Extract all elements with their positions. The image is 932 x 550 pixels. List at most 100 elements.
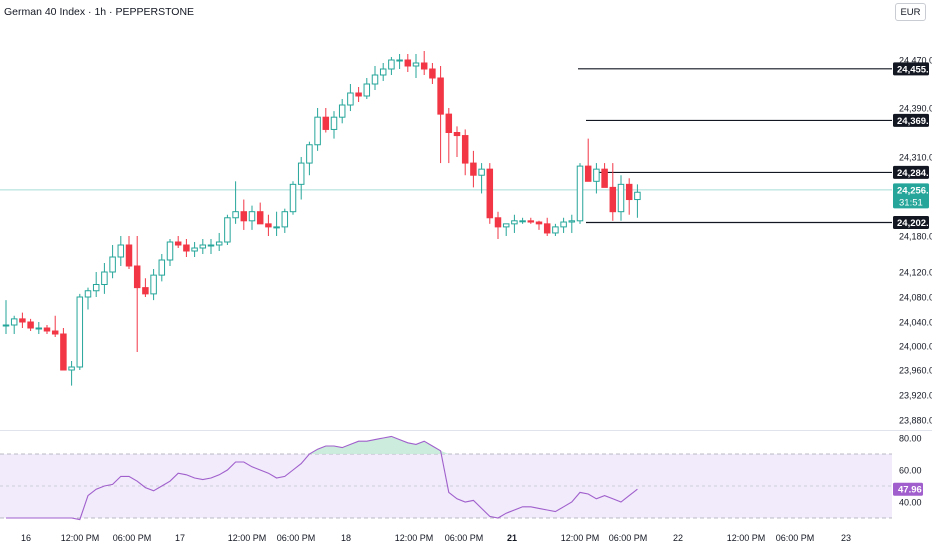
candle: [183, 239, 190, 257]
candle: [125, 236, 133, 269]
candle-body: [543, 223, 551, 234]
time-tick-label: 17: [175, 533, 185, 543]
candle-body: [330, 116, 338, 130]
time-tick-label: 12:00 PM: [395, 533, 434, 543]
candle: [535, 220, 543, 230]
candle: [207, 239, 215, 254]
candle: [224, 214, 231, 245]
candle-body: [511, 220, 518, 225]
candle: [527, 217, 535, 224]
candle-body: [470, 162, 477, 176]
candle-body: [617, 183, 625, 213]
candle: [314, 108, 321, 151]
rsi-tick-label: 60.00: [899, 466, 922, 476]
time-tick-label: 12:00 PM: [727, 533, 766, 543]
candle-body: [601, 168, 608, 188]
candle-body: [51, 330, 59, 335]
candle-body: [273, 226, 280, 229]
candle-body: [35, 327, 43, 330]
candle: [379, 63, 387, 81]
candle: [297, 157, 305, 200]
candle: [593, 163, 600, 194]
candle-body: [174, 241, 182, 246]
candlestick-series[interactable]: [2, 51, 641, 386]
candle: [322, 108, 330, 133]
candle: [576, 163, 584, 224]
candle: [51, 315, 59, 337]
level-tag-label: 24,202.2: [897, 218, 932, 229]
time-tick-label: 12:00 PM: [61, 533, 100, 543]
candle: [445, 108, 453, 164]
candle: [191, 242, 198, 257]
current-price-label: 24,256.0: [897, 185, 932, 196]
candle: [240, 199, 248, 230]
time-tick-label: 06:00 PM: [609, 533, 648, 543]
candle: [338, 99, 346, 124]
candle: [494, 211, 502, 239]
candle-body: [371, 74, 379, 85]
candle-body: [527, 220, 535, 223]
candle-body: [109, 256, 116, 273]
rsi-tick-label: 40.00: [899, 498, 922, 508]
candle: [511, 214, 518, 233]
price-tick-label: 24,080.0: [899, 293, 932, 303]
candle-body: [552, 226, 559, 234]
time-axis[interactable]: 16 12:00 PM 06:00 PM 17 12:00 PM 06:00 PM 18 12…: [21, 533, 851, 543]
currency-button[interactable]: EUR: [895, 3, 926, 21]
time-tick-label: 23: [841, 533, 851, 543]
price-tick-label: 24,310.0: [899, 153, 932, 163]
horizontal-levels[interactable]: [578, 68, 892, 224]
level-tag: [893, 113, 929, 127]
rsi-tick-label: 80.00: [899, 434, 922, 444]
candle: [306, 141, 313, 176]
candle: [568, 214, 576, 233]
candle-body: [76, 296, 84, 368]
candle: [461, 129, 469, 176]
candle-body: [60, 333, 67, 371]
candle-body: [314, 116, 321, 146]
candle: [289, 181, 297, 215]
candle-body: [92, 284, 100, 292]
candle: [371, 66, 379, 90]
chart-title: German 40 Index · 1h · PEPPERSTONE: [4, 6, 195, 18]
candle-body: [199, 244, 207, 249]
candle: [27, 318, 34, 331]
candle: [429, 63, 436, 84]
candle: [609, 163, 617, 221]
pane-separator: [0, 189, 932, 431]
candle-body: [593, 168, 600, 182]
level-tag-label: 24,455.3: [897, 64, 932, 75]
candle: [388, 57, 395, 75]
candle-body: [429, 68, 436, 79]
candle-body: [125, 244, 133, 267]
candle: [601, 163, 608, 188]
candle: [166, 239, 174, 266]
candle-body: [281, 211, 289, 228]
candle: [158, 254, 166, 282]
candle-body: [535, 221, 543, 225]
candle: [412, 54, 420, 78]
candle: [584, 138, 592, 182]
candle: [199, 239, 207, 254]
price-tags: 24,455.3 24,369.7 24,284.6 24,202.2 24,256.0…: [893, 62, 932, 496]
time-tick-label: 16: [21, 533, 31, 543]
candle: [256, 202, 264, 225]
rsi-line: [6, 435, 638, 521]
candle-body: [625, 183, 633, 201]
candle: [84, 287, 92, 310]
price-tick-label: 23,880.0: [899, 416, 932, 426]
candle: [519, 217, 526, 224]
candle-body: [224, 217, 231, 243]
candle: [101, 263, 108, 294]
candle: [19, 312, 26, 328]
candle: [404, 54, 412, 72]
candle: [617, 175, 625, 221]
candle-body: [576, 165, 584, 222]
candle-body: [43, 327, 51, 332]
rsi-current-label: 47.96: [898, 485, 922, 496]
candle-body: [19, 318, 26, 323]
price-axis[interactable]: 24,470.0 24,390.0 24,310.0 24,180.0 24,120.0…: [899, 56, 932, 426]
candle: [281, 208, 289, 233]
candle-body: [322, 116, 330, 130]
